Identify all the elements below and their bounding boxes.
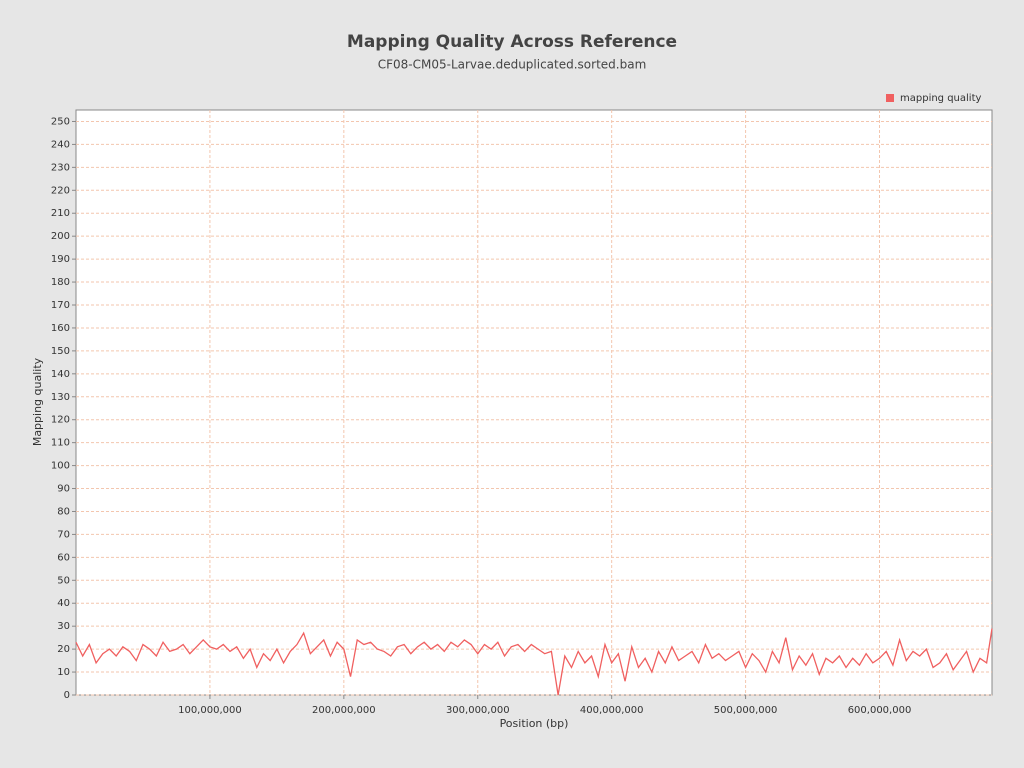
- chart-subtitle: CF08-CM05-Larvae.deduplicated.sorted.bam: [378, 58, 647, 72]
- y-tick-label: 130: [51, 392, 70, 403]
- y-tick-label: 80: [57, 506, 70, 517]
- x-tick-label: 400,000,000: [580, 705, 644, 716]
- x-tick-label: 100,000,000: [178, 705, 242, 716]
- x-tick-label: 500,000,000: [714, 705, 778, 716]
- x-tick-label: 600,000,000: [848, 705, 912, 716]
- y-tick-label: 220: [51, 185, 70, 196]
- y-tick-label: 160: [51, 323, 70, 334]
- y-tick-label: 90: [57, 484, 70, 495]
- y-tick-label: 10: [57, 667, 70, 678]
- y-tick-label: 170: [51, 300, 70, 311]
- x-tick-label: 300,000,000: [446, 705, 510, 716]
- y-tick-label: 20: [57, 644, 70, 655]
- y-tick-label: 0: [64, 690, 70, 701]
- y-tick-label: 240: [51, 139, 70, 150]
- legend-label: mapping quality: [900, 93, 981, 104]
- y-tick-label: 40: [57, 598, 70, 609]
- y-tick-label: 210: [51, 208, 70, 219]
- plot-area: [75, 109, 993, 696]
- y-tick-label: 250: [51, 116, 70, 127]
- chart-title: Mapping Quality Across Reference: [347, 32, 677, 52]
- y-tick-label: 150: [51, 346, 70, 357]
- data-line: [75, 628, 993, 696]
- y-tick-label: 100: [51, 461, 70, 472]
- x-axis-label: Position (bp): [500, 717, 569, 730]
- y-tick-label: 70: [57, 529, 70, 540]
- y-tick-label: 190: [51, 254, 70, 265]
- y-axis-label: Mapping quality: [31, 357, 44, 446]
- y-tick-label: 110: [51, 438, 70, 449]
- y-tick-label: 230: [51, 162, 70, 173]
- y-tick-label: 200: [51, 231, 70, 242]
- x-tick-label: 200,000,000: [312, 705, 376, 716]
- y-tick-label: 50: [57, 575, 70, 586]
- y-tick-label: 180: [51, 277, 70, 288]
- y-tick-label: 30: [57, 621, 70, 632]
- legend-swatch: [886, 94, 894, 102]
- y-tick-label: 120: [51, 415, 70, 426]
- y-tick-label: 60: [57, 552, 70, 563]
- y-tick-label: 140: [51, 369, 70, 380]
